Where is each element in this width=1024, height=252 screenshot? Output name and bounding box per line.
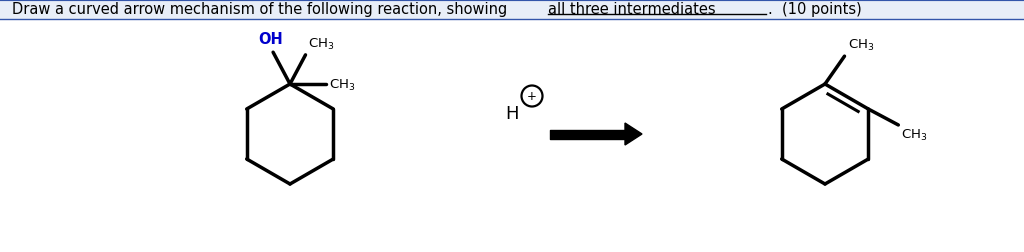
Polygon shape xyxy=(625,123,642,145)
Text: .  (10 points): . (10 points) xyxy=(768,2,862,17)
Bar xyxy=(0,0,1024,19)
Text: CH$_3$: CH$_3$ xyxy=(848,38,873,53)
Text: CH$_3$: CH$_3$ xyxy=(329,77,355,92)
Text: CH$_3$: CH$_3$ xyxy=(308,37,335,52)
Text: +: + xyxy=(527,89,537,103)
Text: CH$_3$: CH$_3$ xyxy=(901,128,928,143)
Text: Draw a curved arrow mechanism of the following reaction, showing: Draw a curved arrow mechanism of the fol… xyxy=(12,2,512,17)
Text: OH: OH xyxy=(259,32,284,47)
Text: H: H xyxy=(505,105,519,123)
Text: all three intermediates: all three intermediates xyxy=(548,2,716,17)
